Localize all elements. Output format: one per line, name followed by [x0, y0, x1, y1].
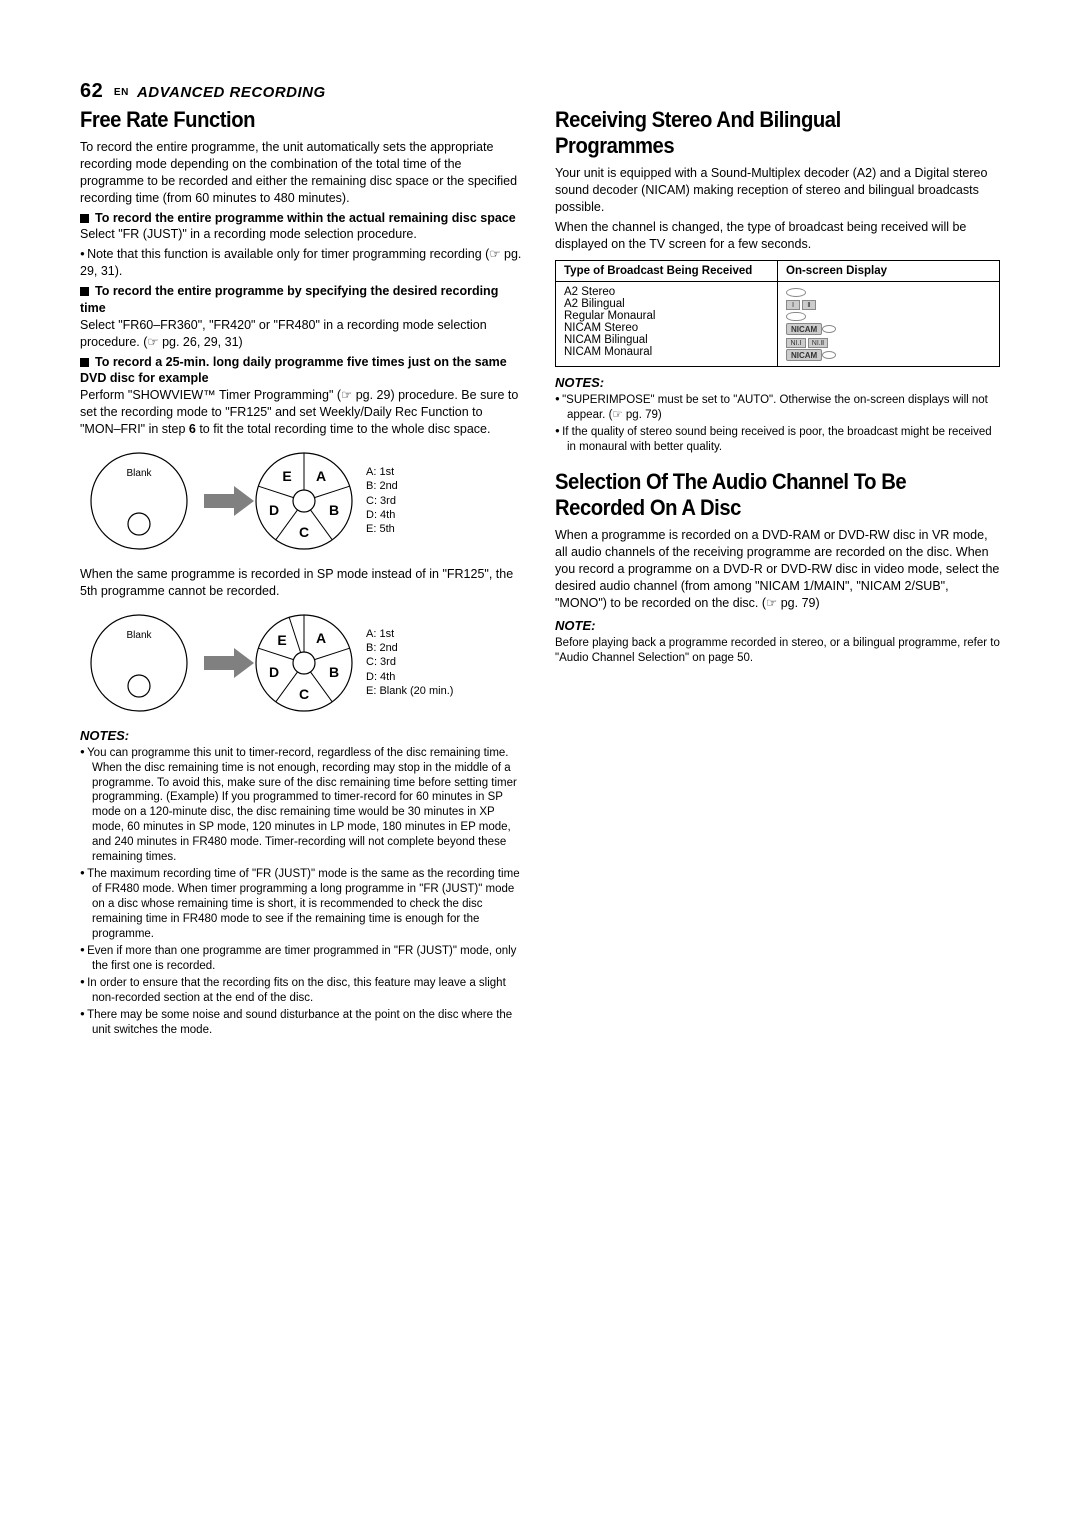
- note-text: Before playing back a programme recorded…: [555, 636, 1000, 667]
- note-heading: NOTE:: [555, 618, 1000, 633]
- legend-item: B: 2nd: [366, 641, 453, 655]
- svg-text:D: D: [269, 502, 279, 518]
- broadcast-table: Type of Broadcast Being Received On-scre…: [555, 260, 1000, 367]
- arrow-icon: [204, 486, 254, 516]
- svg-text:A: A: [316, 468, 326, 484]
- arrow-icon: [204, 648, 254, 678]
- note-item: You can programme this unit to timer-rec…: [80, 746, 525, 866]
- legend-item: E: Blank (20 min.): [366, 684, 453, 698]
- nicam-badge: NICAM: [786, 349, 822, 361]
- disc-svg-1: Blank A B C D E: [84, 446, 354, 556]
- bullet-list: Note that this function is available onl…: [80, 246, 525, 280]
- legend-item: C: 3rd: [366, 655, 453, 669]
- chapter-title: ADVANCED RECORDING: [137, 84, 326, 101]
- subhead: To record the entire programme by specif…: [80, 283, 525, 317]
- page-header: 62 EN ADVANCED RECORDING: [80, 80, 1000, 103]
- left-column: Free Rate Function To record the entire …: [80, 107, 525, 1039]
- legend-item: A: 1st: [366, 465, 398, 479]
- legend-item: D: 4th: [366, 508, 398, 522]
- legend-item: C: 3rd: [366, 494, 398, 508]
- table-header: On-screen Display: [778, 261, 1000, 282]
- body-text: Select "FR (JUST)" in a recording mode s…: [80, 226, 525, 243]
- svg-text:E: E: [277, 632, 286, 648]
- nicam-badge: NICAM: [786, 323, 822, 335]
- disc-diagram-2: Blank A B C D E: [84, 608, 525, 718]
- lang-label: EN: [114, 87, 129, 98]
- body-text: When the same programme is recorded in S…: [80, 566, 525, 600]
- page-number: 62: [80, 80, 103, 102]
- disc-svg-2: Blank A B C D E: [84, 608, 354, 718]
- subhead: To record a 25-min. long daily programme…: [80, 354, 525, 388]
- note-item: There may be some noise and sound distur…: [80, 1008, 525, 1038]
- table-cell-osd: ⅠⅡ NICAM NI.ⅠNI.Ⅱ NICAM: [778, 282, 1000, 367]
- legend-item: E: 5th: [366, 522, 398, 536]
- body-text: Your unit is equipped with a Sound-Multi…: [555, 165, 1000, 216]
- legend-item: A: 1st: [366, 627, 453, 641]
- svg-text:D: D: [269, 664, 279, 680]
- disc-legend-1: A: 1st B: 2nd C: 3rd D: 4th E: 5th: [366, 465, 398, 536]
- svg-text:B: B: [329, 502, 339, 518]
- svg-text:A: A: [316, 630, 326, 646]
- note-item: In order to ensure that the recording fi…: [80, 976, 525, 1006]
- notes-list: You can programme this unit to timer-rec…: [80, 746, 525, 1038]
- table-header: Type of Broadcast Being Received: [556, 261, 778, 282]
- content-columns: Free Rate Function To record the entire …: [80, 107, 1000, 1039]
- right-column: Receiving Stereo And Bilingual Programme…: [555, 107, 1000, 1039]
- notes-heading: NOTES:: [80, 728, 525, 743]
- section-title: Free Rate Function: [80, 107, 489, 133]
- svg-text:E: E: [282, 468, 291, 484]
- legend-item: D: 4th: [366, 670, 453, 684]
- svg-text:C: C: [299, 686, 309, 702]
- subhead-text: To record the entire programme within th…: [95, 211, 516, 225]
- body-text: When a programme is recorded on a DVD-RA…: [555, 527, 1000, 611]
- section-title: Receiving Stereo And Bilingual Programme…: [555, 107, 964, 159]
- section-title: Selection Of The Audio Channel To Be Rec…: [555, 469, 964, 521]
- note-item: The maximum recording time of "FR (JUST)…: [80, 867, 525, 942]
- body-text: When the channel is changed, the type of…: [555, 219, 1000, 253]
- svg-text:Blank: Blank: [126, 630, 152, 641]
- body-text: Perform "SHOWVIEW™ Timer Programming" (☞…: [80, 387, 525, 438]
- legend-item: B: 2nd: [366, 479, 398, 493]
- subhead: To record the entire programme within th…: [80, 210, 525, 227]
- mono-icon: [786, 312, 806, 321]
- disc-legend-2: A: 1st B: 2nd C: 3rd D: 4th E: Blank (20…: [366, 627, 453, 698]
- svg-text:B: B: [329, 664, 339, 680]
- subhead-text: To record the entire programme by specif…: [80, 284, 498, 315]
- notes-list: "SUPERIMPOSE" must be set to "AUTO". Oth…: [555, 393, 1000, 455]
- table-cell: A2 Stereo A2 Bilingual Regular Monaural …: [556, 282, 778, 367]
- list-item: Note that this function is available onl…: [80, 246, 525, 280]
- disc-diagram-1: Blank A B C D E: [84, 446, 525, 556]
- note-item: If the quality of stereo sound being rec…: [555, 425, 1000, 455]
- blank-label: Blank: [126, 468, 152, 479]
- note-item: Even if more than one programme are time…: [80, 944, 525, 974]
- stereo-icon: [786, 288, 806, 297]
- body-text: Select "FR60–FR360", "FR420" or "FR480" …: [80, 317, 525, 351]
- subhead-text: To record a 25-min. long daily programme…: [80, 355, 507, 386]
- svg-text:C: C: [299, 524, 309, 540]
- intro-text: To record the entire programme, the unit…: [80, 139, 525, 207]
- notes-heading: NOTES:: [555, 375, 1000, 390]
- note-item: "SUPERIMPOSE" must be set to "AUTO". Oth…: [555, 393, 1000, 423]
